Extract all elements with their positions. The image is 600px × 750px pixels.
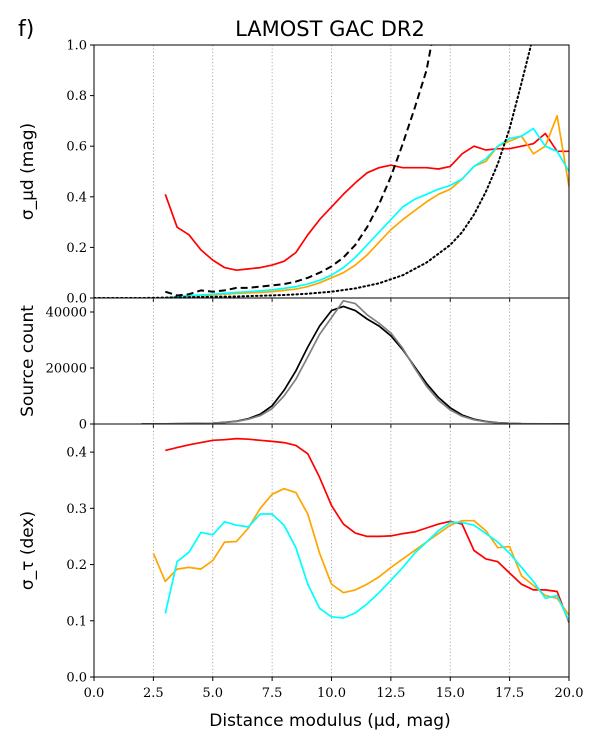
x-tick-label: 0.0 bbox=[84, 686, 105, 701]
sigma_tau-y-tick-label: 0.1 bbox=[66, 614, 87, 629]
source_count-y-tick-label: 0 bbox=[79, 418, 87, 433]
x-tick-label: 17.5 bbox=[495, 686, 524, 701]
x-tick-label: 5.0 bbox=[202, 686, 223, 701]
sigma_tau-y-tick-label: 0.4 bbox=[66, 446, 87, 461]
x-tick-label: 2.5 bbox=[143, 686, 164, 701]
panels: 0.0 0.2 0.4 0.6 0.8 1.0 σ_μd (mag) 0 20000 40000 S… bbox=[18, 39, 583, 702]
sigma_tau-y-tick-label: 0.3 bbox=[66, 502, 87, 517]
x-tick-label: 20.0 bbox=[555, 686, 584, 701]
sigma_tau-y-tick-label: 0.0 bbox=[66, 671, 87, 686]
x-tick-label: 12.5 bbox=[376, 686, 405, 701]
sigma_mu-y-tick-label: 0.0 bbox=[66, 292, 87, 307]
source_count-y-tick-label: 40000 bbox=[46, 306, 87, 321]
sigma_mu-y-tick-label: 0.6 bbox=[66, 140, 87, 155]
sigma_mu-y-tick-label: 0.2 bbox=[66, 241, 87, 256]
x-axis-label: Distance modulus (μd, mag) bbox=[209, 711, 450, 731]
sigma_mu-y-tick-label: 0.4 bbox=[66, 190, 87, 205]
source_count-series-black bbox=[141, 305, 569, 424]
sigma_tau-y-axis-label: σ_τ (dex) bbox=[18, 511, 38, 590]
x-tick-label: 7.5 bbox=[262, 686, 283, 701]
sigma_mu-y-tick-label: 0.8 bbox=[66, 89, 87, 104]
sigma_mu-series-black-dashed bbox=[164, 45, 433, 297]
sigma_mu-series-black-dotted bbox=[94, 45, 532, 298]
sigma_tau-series-cyan bbox=[164, 513, 569, 622]
x-tick-label: 10.0 bbox=[317, 686, 346, 701]
source_count-series-gray bbox=[141, 299, 569, 424]
sigma_mu-series-orange bbox=[165, 114, 569, 298]
chart-title: LAMOST GAC DR2 bbox=[235, 17, 425, 41]
sigma_mu-y-axis-label: σ_μd (mag) bbox=[18, 123, 38, 220]
sigma_tau-series-red bbox=[165, 437, 569, 623]
source_count-y-axis-label: Source count bbox=[18, 305, 38, 417]
source_count-y-tick-label: 20000 bbox=[46, 362, 87, 377]
sigma_mu-series-red bbox=[164, 132, 569, 272]
x-tick-label: 15.0 bbox=[436, 686, 465, 701]
sigma_mu-y-tick-label: 1.0 bbox=[66, 39, 87, 54]
sigma_tau-series-orange bbox=[152, 487, 569, 616]
sigma_tau-y-tick-label: 0.2 bbox=[66, 558, 87, 573]
panel-label: f) bbox=[18, 17, 34, 42]
sigma_mu-series-cyan bbox=[165, 127, 569, 298]
